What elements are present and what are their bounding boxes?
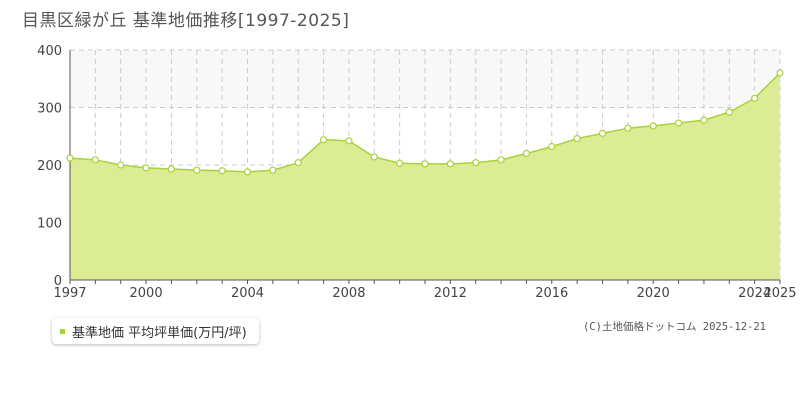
y-tick-label: 100 [37, 217, 62, 232]
data-points [66, 69, 784, 176]
data-point [117, 161, 125, 169]
x-tick-label: 2008 [332, 286, 365, 301]
data-point [674, 119, 683, 127]
data-point [370, 153, 378, 161]
y-tick-label: 400 [37, 44, 62, 59]
y-tick-label: 300 [37, 102, 62, 117]
y-tick-labels: 0 100 200 300 400 [37, 44, 62, 289]
legend[interactable]: 基準地価 平均坪単価(万円/坪) [52, 318, 259, 344]
data-point [522, 149, 531, 158]
data-point [700, 116, 708, 124]
data-point [319, 136, 328, 144]
data-point [624, 124, 632, 132]
data-point [218, 167, 226, 175]
data-point [497, 156, 505, 164]
x-tick-label: 2025 [763, 286, 796, 301]
data-point [446, 160, 454, 168]
data-point [421, 160, 429, 168]
y-tick-label: 0 [54, 274, 62, 289]
data-point [396, 159, 404, 167]
chart-title: 目黒区緑が丘 基準地価推移[1997-2025] [22, 11, 350, 31]
data-point [573, 134, 581, 143]
area-chart: 0 100 200 300 400 1997 2000 2004 2008 2012 2016 20… [37, 44, 796, 301]
x-tick-label: 2012 [434, 286, 467, 301]
axes [69, 50, 781, 284]
data-point [66, 154, 74, 162]
data-point [142, 164, 150, 172]
area-fill [70, 73, 780, 280]
data-point [548, 143, 556, 151]
x-tick-label: 2024 [738, 286, 771, 301]
legend-label: 基準地価 平均坪単価(万円/坪) [72, 325, 247, 341]
data-point [193, 166, 201, 174]
data-point [472, 159, 480, 167]
x-tick-label: 2000 [130, 286, 163, 301]
data-point [751, 94, 759, 102]
copyright-text: (C)土地価格ドットコム 2025-12-21 [582, 321, 766, 333]
data-point [776, 69, 784, 77]
data-point [725, 108, 733, 116]
data-point [91, 156, 99, 164]
x-tick-label: 2016 [535, 286, 568, 301]
x-tick-label: 2020 [637, 286, 670, 301]
legend-marker [60, 328, 65, 334]
data-point [167, 165, 176, 173]
data-point [294, 159, 302, 167]
data-point [243, 168, 252, 176]
data-point [269, 166, 277, 174]
data-point [649, 122, 657, 130]
data-point [345, 137, 353, 145]
y-tick-label: 200 [37, 159, 62, 174]
x-tick-label: 1997 [53, 286, 86, 301]
x-tick-label: 2004 [231, 286, 264, 301]
data-point [598, 129, 607, 137]
